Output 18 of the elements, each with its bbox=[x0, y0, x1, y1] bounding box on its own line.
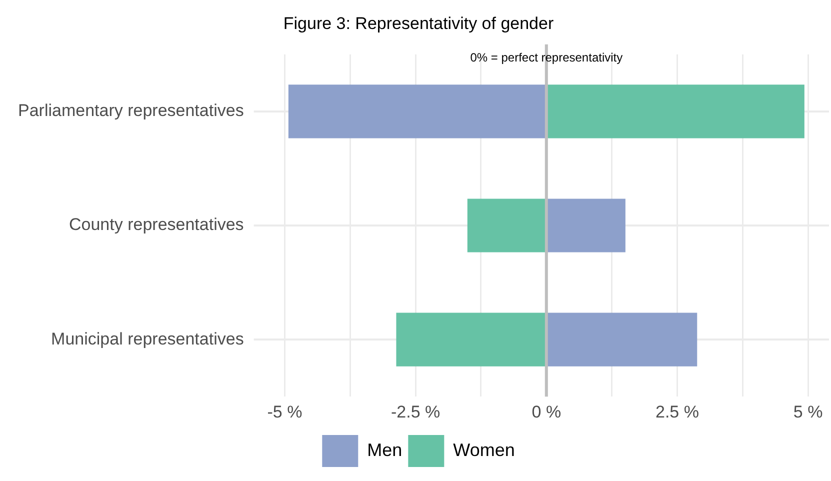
y-tick-label: County representatives bbox=[68, 215, 244, 234]
bar bbox=[288, 84, 546, 138]
x-tick-label: -5 % bbox=[267, 402, 302, 422]
y-tick-label: Parliamentary representatives bbox=[18, 101, 244, 120]
chart-title: Figure 3: Representativity of gender bbox=[283, 14, 554, 33]
legend-label: Men bbox=[367, 440, 402, 460]
bar bbox=[467, 198, 546, 252]
y-tick-label: Municipal representatives bbox=[51, 329, 244, 348]
x-tick-label: 2.5 % bbox=[655, 402, 699, 422]
bar bbox=[547, 198, 626, 252]
legend-label: Women bbox=[453, 440, 515, 460]
bar bbox=[396, 312, 546, 366]
x-tick-label: -2.5 % bbox=[391, 402, 440, 422]
x-tick-label: 5 % bbox=[793, 402, 823, 422]
bar bbox=[547, 84, 804, 138]
x-tick-label: 0 % bbox=[532, 402, 562, 422]
bar bbox=[547, 312, 698, 366]
ref-line-label: 0% = perfect representativity bbox=[470, 50, 623, 65]
